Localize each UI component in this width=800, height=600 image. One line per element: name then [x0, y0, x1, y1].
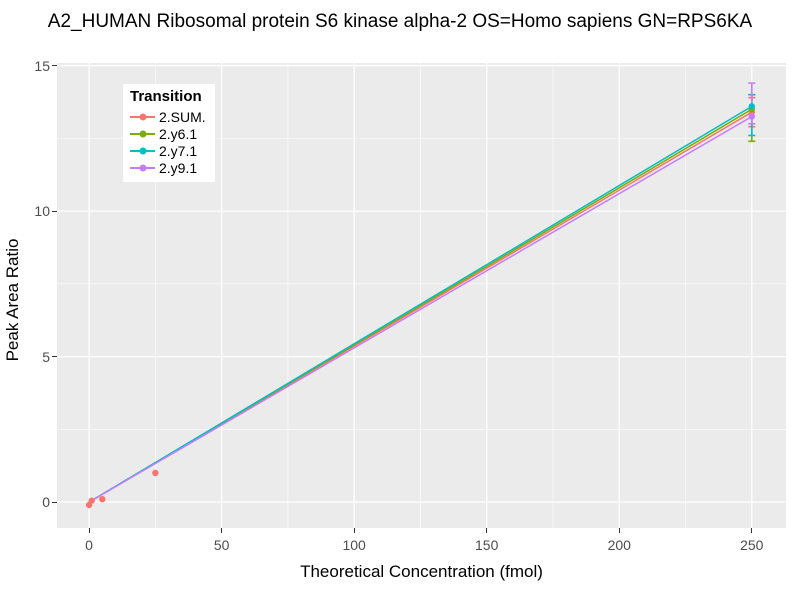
data-point — [152, 469, 159, 477]
legend-key-line-dot-icon — [130, 142, 155, 159]
y-tick-label: 10 — [34, 203, 50, 220]
x-tick-label: 150 — [475, 537, 499, 553]
y-tick-mark — [52, 501, 57, 503]
legend-key-dot — [139, 147, 146, 154]
data-point — [748, 113, 756, 120]
legend-item: 2.y6.1 — [130, 125, 206, 142]
data-point — [748, 103, 756, 110]
y-tick-label: 15 — [34, 57, 50, 74]
legend-key-dot — [139, 113, 146, 120]
x-tick-label: 200 — [607, 537, 631, 553]
legend-key-dot — [139, 130, 146, 137]
series-line — [88, 105, 753, 503]
x-tick-mark — [221, 528, 223, 533]
x-tick-mark — [618, 528, 620, 533]
x-tick-mark — [751, 528, 753, 533]
legend-item-label: 2.SUM. — [159, 108, 206, 125]
x-tick-label: 0 — [85, 537, 93, 553]
legend-key-line-dot-icon — [130, 108, 155, 125]
y-tick-label: 5 — [42, 348, 50, 365]
y-tick-mark — [52, 356, 57, 358]
plot-title: A2_HUMAN Ribosomal protein S6 kinase alp… — [47, 11, 753, 32]
data-point — [99, 495, 106, 503]
legend-key-dot — [139, 164, 146, 171]
legend-item: 2.y9.1 — [130, 159, 206, 176]
legend-key-line-dot-icon — [130, 159, 155, 176]
y-axis-title: Peak Area Ratio — [3, 238, 22, 362]
y-tick-mark — [52, 210, 57, 212]
x-tick-mark — [486, 528, 488, 533]
y-tick-mark — [52, 65, 57, 67]
legend-item-label: 2.y9.1 — [159, 159, 198, 176]
legend-title: Transition — [130, 88, 202, 105]
legend-item: 2.SUM. — [130, 108, 206, 125]
x-tick-label: 250 — [740, 537, 764, 553]
x-tick-label: 50 — [213, 537, 230, 553]
y-tick-label: 0 — [42, 494, 50, 511]
series-line — [88, 115, 753, 503]
x-axis-title: Theoretical Concentration (fmol) — [300, 562, 543, 581]
legend-item: 2.y7.1 — [130, 142, 206, 159]
legend-box: Transition 2.SUM. 2.y6.1 2.y7.1 2.y9.1 — [123, 84, 215, 182]
x-tick-mark — [88, 528, 90, 533]
legend-key-line-dot-icon — [130, 125, 155, 142]
data-point — [88, 497, 95, 504]
x-tick-mark — [353, 528, 355, 533]
legend-item-label: 2.y6.1 — [159, 125, 198, 142]
legend-items: 2.SUM. 2.y6.1 2.y7.1 2.y9.1 — [130, 108, 206, 176]
x-tick-label: 100 — [342, 537, 366, 553]
legend-item-label: 2.y7.1 — [159, 142, 198, 159]
